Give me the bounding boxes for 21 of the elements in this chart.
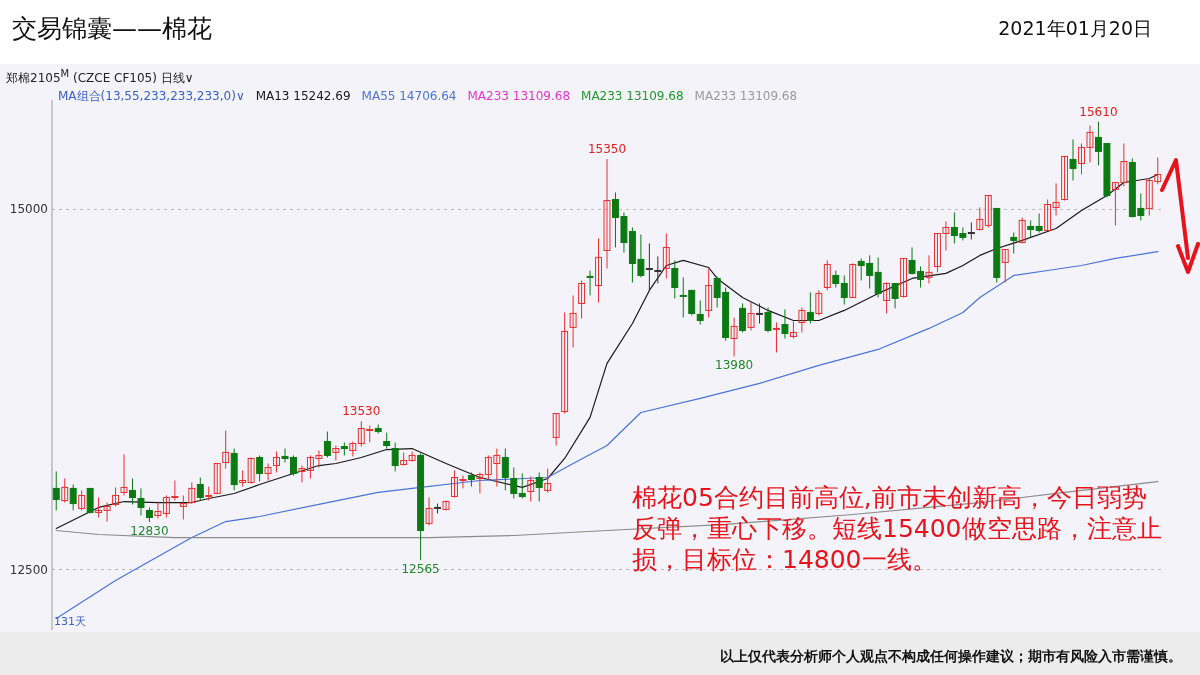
annotation: 12830 (129, 523, 170, 538)
annotation: MA233 13109.68 (581, 89, 684, 103)
annotation: 15350 (587, 142, 627, 157)
y-tick-label: 12500 (9, 561, 48, 578)
text: MA13 15242.69 (255, 89, 351, 103)
text: 郑棉2105$^{M}$ (CZCE CF105) 日线∨ (6, 68, 194, 87)
annotation: 13530 (341, 404, 382, 419)
text: 以上仅代表分析师个人观点不构成任何操作建议；期市有风险入市需谨慎。 (720, 648, 1182, 666)
annotation: 15610 (1078, 104, 1119, 119)
annotation: 13980 (714, 358, 755, 373)
text: MA233 13109.68 (694, 89, 798, 103)
y-tick-label: 15000 (9, 201, 48, 218)
annotation: 131天 (54, 614, 86, 629)
legend-title: MA组合(13,55,233,233,233,0)∨ (58, 89, 245, 103)
chart-title: 交易锦囊——棉花 (12, 13, 212, 45)
annotation: 12565 (400, 562, 441, 577)
line-series (55, 481, 1159, 539)
text: MA55 14706.64 (361, 89, 457, 103)
chart-subtitle: 2021年01月20日 (998, 16, 1152, 41)
annotation: 棉花05合约目前高位,前市未创新高，今日弱势反弹，重心下移。短线15400做空思路，注意止损，目标位：14800一线。 (632, 482, 1162, 575)
annotation: MA233 13109.68 (467, 89, 571, 103)
